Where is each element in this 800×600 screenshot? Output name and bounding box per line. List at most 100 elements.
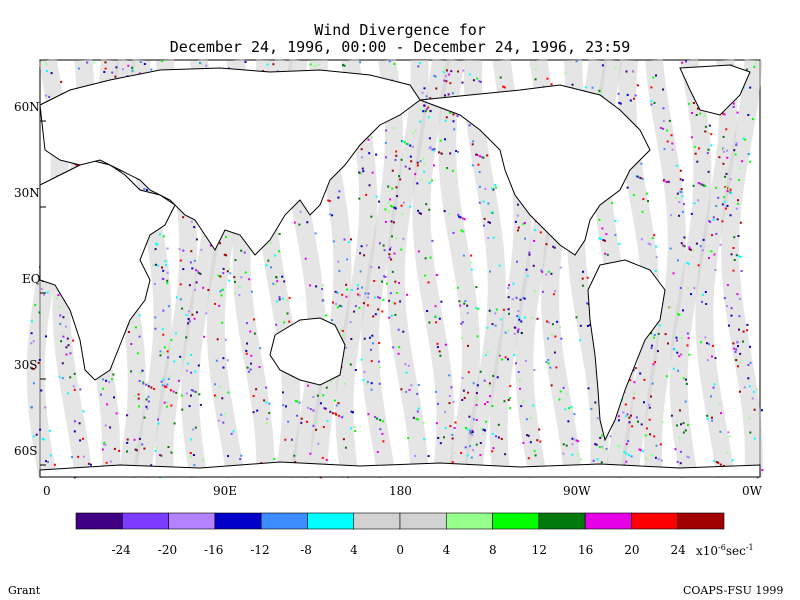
divergence-point [276, 300, 279, 303]
divergence-point [675, 336, 678, 339]
divergence-point [378, 242, 381, 245]
divergence-point [704, 185, 707, 188]
divergence-point [71, 456, 74, 459]
lat-label-30n: 30N [14, 186, 40, 200]
divergence-point [154, 263, 157, 266]
divergence-point [696, 160, 699, 163]
divergence-point [265, 386, 268, 389]
divergence-point [162, 235, 165, 238]
divergence-point [157, 418, 159, 421]
divergence-point [684, 400, 687, 403]
divergence-point [726, 156, 729, 159]
divergence-point [248, 278, 251, 281]
divergence-point [743, 386, 746, 389]
divergence-point [559, 326, 561, 329]
divergence-point [406, 143, 409, 146]
divergence-point [48, 95, 51, 98]
divergence-point [416, 161, 419, 164]
divergence-point [527, 457, 530, 460]
divergence-point [366, 380, 369, 383]
divergence-point [719, 463, 722, 466]
divergence-point [424, 274, 427, 277]
divergence-point [678, 201, 681, 204]
divergence-point [331, 412, 334, 415]
divergence-point [58, 306, 61, 309]
divergence-point [739, 352, 742, 355]
divergence-point [127, 331, 130, 333]
divergence-point [384, 208, 387, 211]
divergence-point [749, 361, 752, 364]
credit-right: COAPS-FSU 1999 [683, 584, 784, 597]
divergence-point [222, 267, 225, 270]
divergence-point [187, 310, 190, 313]
divergence-point [485, 420, 488, 423]
divergence-point [104, 61, 107, 64]
divergence-point [345, 346, 348, 349]
divergence-point [191, 267, 194, 270]
divergence-point [721, 220, 724, 223]
divergence-point [378, 266, 380, 269]
divergence-point [650, 99, 653, 102]
divergence-point [671, 142, 674, 145]
divergence-point [221, 397, 224, 400]
divergence-point [342, 334, 345, 337]
divergence-point [746, 323, 749, 326]
divergence-point [476, 398, 479, 401]
divergence-point [680, 353, 683, 356]
divergence-point [693, 145, 696, 148]
divergence-point [388, 60, 391, 63]
divergence-point [424, 257, 427, 260]
divergence-point [694, 152, 697, 155]
divergence-point [517, 226, 520, 229]
colorbar-tick-label: -20 [157, 543, 178, 557]
divergence-point [456, 115, 459, 117]
divergence-point [654, 269, 657, 272]
divergence-point [730, 314, 733, 317]
divergence-point [670, 214, 672, 217]
divergence-point [635, 416, 638, 419]
divergence-point [62, 316, 65, 319]
south-america [587, 259, 666, 442]
divergence-point [470, 261, 473, 264]
divergence-point [391, 187, 394, 190]
divergence-point [723, 196, 726, 199]
divergence-point [645, 427, 648, 430]
divergence-point [715, 186, 718, 189]
divergence-point [462, 389, 465, 392]
divergence-point [516, 315, 519, 318]
divergence-point [687, 102, 690, 105]
divergence-point [370, 136, 373, 139]
divergence-point [463, 302, 466, 305]
divergence-point [475, 392, 478, 395]
divergence-point [553, 246, 556, 249]
divergence-point [379, 366, 381, 369]
divergence-point [676, 339, 678, 342]
divergence-point [473, 418, 475, 421]
divergence-point [209, 244, 212, 247]
divergence-point [654, 456, 657, 459]
divergence-point [706, 417, 709, 420]
divergence-point [449, 425, 452, 427]
divergence-point [545, 243, 548, 246]
divergence-point [173, 422, 176, 425]
divergence-point [332, 240, 335, 243]
divergence-point [376, 451, 379, 453]
divergence-point [559, 266, 562, 269]
divergence-point [517, 203, 519, 206]
divergence-point [238, 294, 241, 296]
divergence-point [391, 235, 393, 238]
lat-label-eq: EQ [22, 272, 41, 286]
divergence-point [436, 346, 439, 349]
divergence-point [287, 420, 290, 423]
divergence-point [370, 215, 373, 218]
divergence-point [459, 304, 462, 307]
divergence-point [680, 337, 683, 339]
divergence-point [136, 352, 139, 355]
divergence-point [59, 322, 62, 325]
divergence-point [652, 76, 655, 79]
divergence-point [683, 236, 686, 239]
divergence-point [350, 289, 353, 291]
divergence-point [356, 287, 359, 290]
divergence-point [360, 358, 363, 361]
divergence-point [545, 273, 548, 276]
